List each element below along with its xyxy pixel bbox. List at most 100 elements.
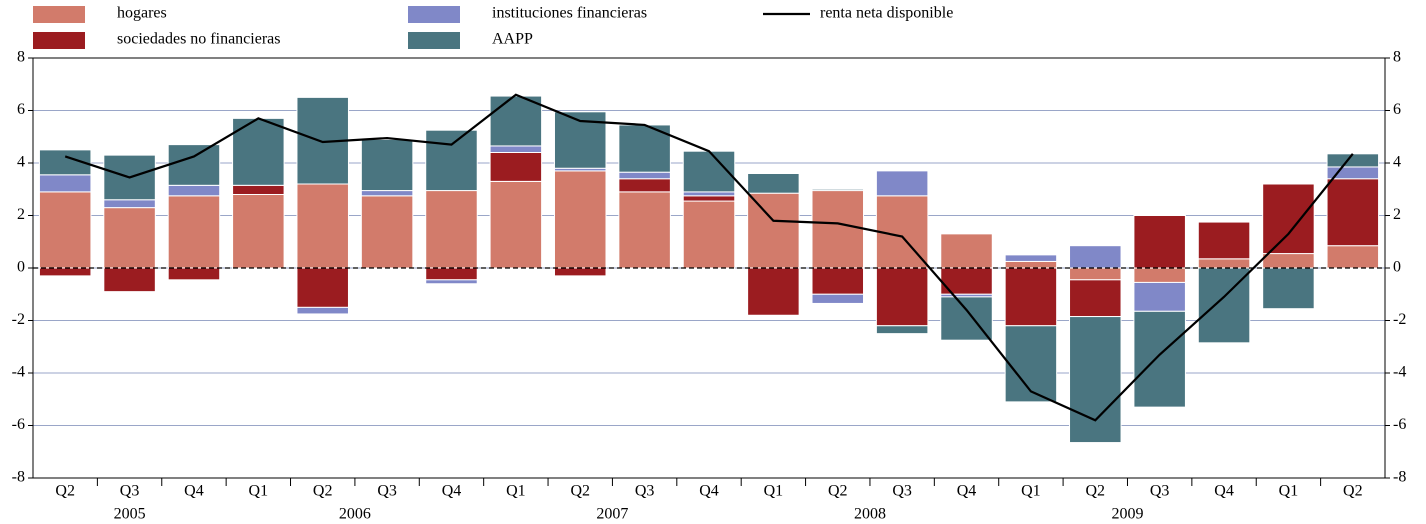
bar-segment — [811, 267, 865, 295]
bar-segment — [489, 95, 543, 147]
bar-segment — [489, 180, 543, 269]
x-tick-label: Q1 — [764, 483, 784, 500]
x-tick-label: Q1 — [506, 483, 526, 500]
bar-segment — [425, 129, 478, 192]
bar-segment — [1326, 178, 1380, 247]
x-tick-label: Q2 — [313, 483, 333, 500]
bar-segment — [489, 145, 543, 153]
line-series — [64, 93, 1354, 422]
bar-segment — [682, 195, 736, 202]
bar-segment — [1004, 325, 1058, 403]
legend-label: AAPP — [492, 31, 533, 48]
bar-segment — [167, 195, 221, 269]
y-tick-label: 0 — [17, 259, 25, 276]
bar-segment — [553, 267, 607, 277]
bar-segment — [1069, 279, 1122, 318]
y2-tick-label: -4 — [1393, 364, 1406, 381]
x-tick-label: Q2 — [55, 483, 75, 500]
bar-segment — [1133, 267, 1186, 283]
bar-segment — [1197, 258, 1251, 269]
x-tick-label: Q3 — [377, 483, 397, 500]
x-tick-label: Q4 — [184, 483, 204, 500]
bar-segment — [38, 174, 92, 193]
bar-segment — [167, 267, 221, 281]
bar-segment — [747, 192, 800, 269]
y2-tick-label: 0 — [1393, 259, 1401, 276]
bar-segment — [940, 233, 993, 269]
bar-segment — [618, 191, 671, 269]
bar-segment — [360, 195, 414, 269]
y-tick-label: 2 — [17, 206, 25, 223]
x-tick-label: Q2 — [1343, 483, 1363, 500]
bar-segment — [1262, 267, 1315, 310]
bar-segment — [682, 191, 736, 197]
bar-segment — [747, 267, 800, 316]
bar-segment — [425, 279, 478, 285]
y2-tick-label: -8 — [1393, 469, 1406, 486]
bar-segment — [1326, 153, 1380, 168]
y2-tick-label: 6 — [1393, 101, 1401, 118]
y2-tick-label: -6 — [1393, 416, 1406, 433]
legend-swatch — [33, 32, 85, 49]
bar-segment — [296, 267, 349, 308]
bar-segment — [811, 190, 865, 269]
x-tick-label: Q2 — [570, 483, 590, 500]
bar-segment — [618, 171, 671, 180]
bar-segment — [875, 325, 929, 335]
y-tick-label: -6 — [12, 416, 25, 433]
bar-segment — [360, 138, 414, 192]
bar-segment — [811, 188, 865, 192]
bar-segment — [425, 267, 478, 281]
bar-segment — [1004, 260, 1058, 269]
x-tick-label: Q3 — [1150, 483, 1170, 500]
legend-swatch — [33, 6, 85, 23]
y-tick-label: 4 — [17, 154, 25, 171]
x-tick-label: Q1 — [1021, 483, 1041, 500]
bar-segment — [811, 293, 865, 304]
x-tick-label: Q4 — [442, 483, 462, 500]
bar-segment — [1133, 310, 1186, 408]
bar-segment — [103, 267, 156, 293]
y2-tick-label: -2 — [1393, 311, 1406, 328]
legend-swatch — [408, 32, 460, 49]
bar-segment — [875, 170, 929, 197]
bar-segment — [1004, 254, 1058, 262]
legend-label: renta neta disponible — [820, 5, 953, 22]
legend-label: instituciones financieras — [492, 5, 647, 22]
legend-swatch — [408, 6, 460, 23]
y-tick-label: -4 — [12, 364, 25, 381]
bar-segment — [553, 170, 607, 269]
y2-tick-label: 4 — [1393, 154, 1401, 171]
x-tick-label: Q4 — [699, 483, 719, 500]
bar-segment — [875, 267, 929, 327]
bar-segment — [296, 306, 349, 315]
bar-segment — [1133, 281, 1186, 312]
x-tick-label: Q3 — [892, 483, 912, 500]
x-group-label: 2005 — [114, 506, 146, 523]
y-tick-label: 6 — [17, 101, 25, 118]
legend-label: sociedades no financieras — [117, 31, 280, 48]
y-tick-label: 8 — [17, 49, 25, 66]
bar-segment — [360, 190, 414, 197]
bar-segment — [232, 194, 285, 269]
bar-segment — [1262, 183, 1315, 255]
bar-segment — [1262, 253, 1315, 269]
bar-segment — [1004, 267, 1058, 327]
bar-segment — [1133, 215, 1186, 269]
bar-segment — [296, 183, 349, 269]
x-tick-label: Q1 — [1279, 483, 1299, 500]
bar-segment — [425, 190, 478, 269]
x-group-label: 2008 — [854, 506, 886, 523]
bar-segment — [38, 267, 92, 277]
bar-segment — [103, 207, 156, 269]
bar-segment — [167, 144, 221, 186]
x-group-label: 2007 — [596, 506, 628, 523]
y2-tick-label: 2 — [1393, 206, 1401, 223]
x-tick-label: Q2 — [828, 483, 848, 500]
bar-segment — [1069, 267, 1122, 281]
bar-segment — [1326, 245, 1380, 269]
y-tick-label: -8 — [12, 469, 25, 486]
bar-segment — [1197, 221, 1251, 260]
bar-segment — [38, 191, 92, 269]
